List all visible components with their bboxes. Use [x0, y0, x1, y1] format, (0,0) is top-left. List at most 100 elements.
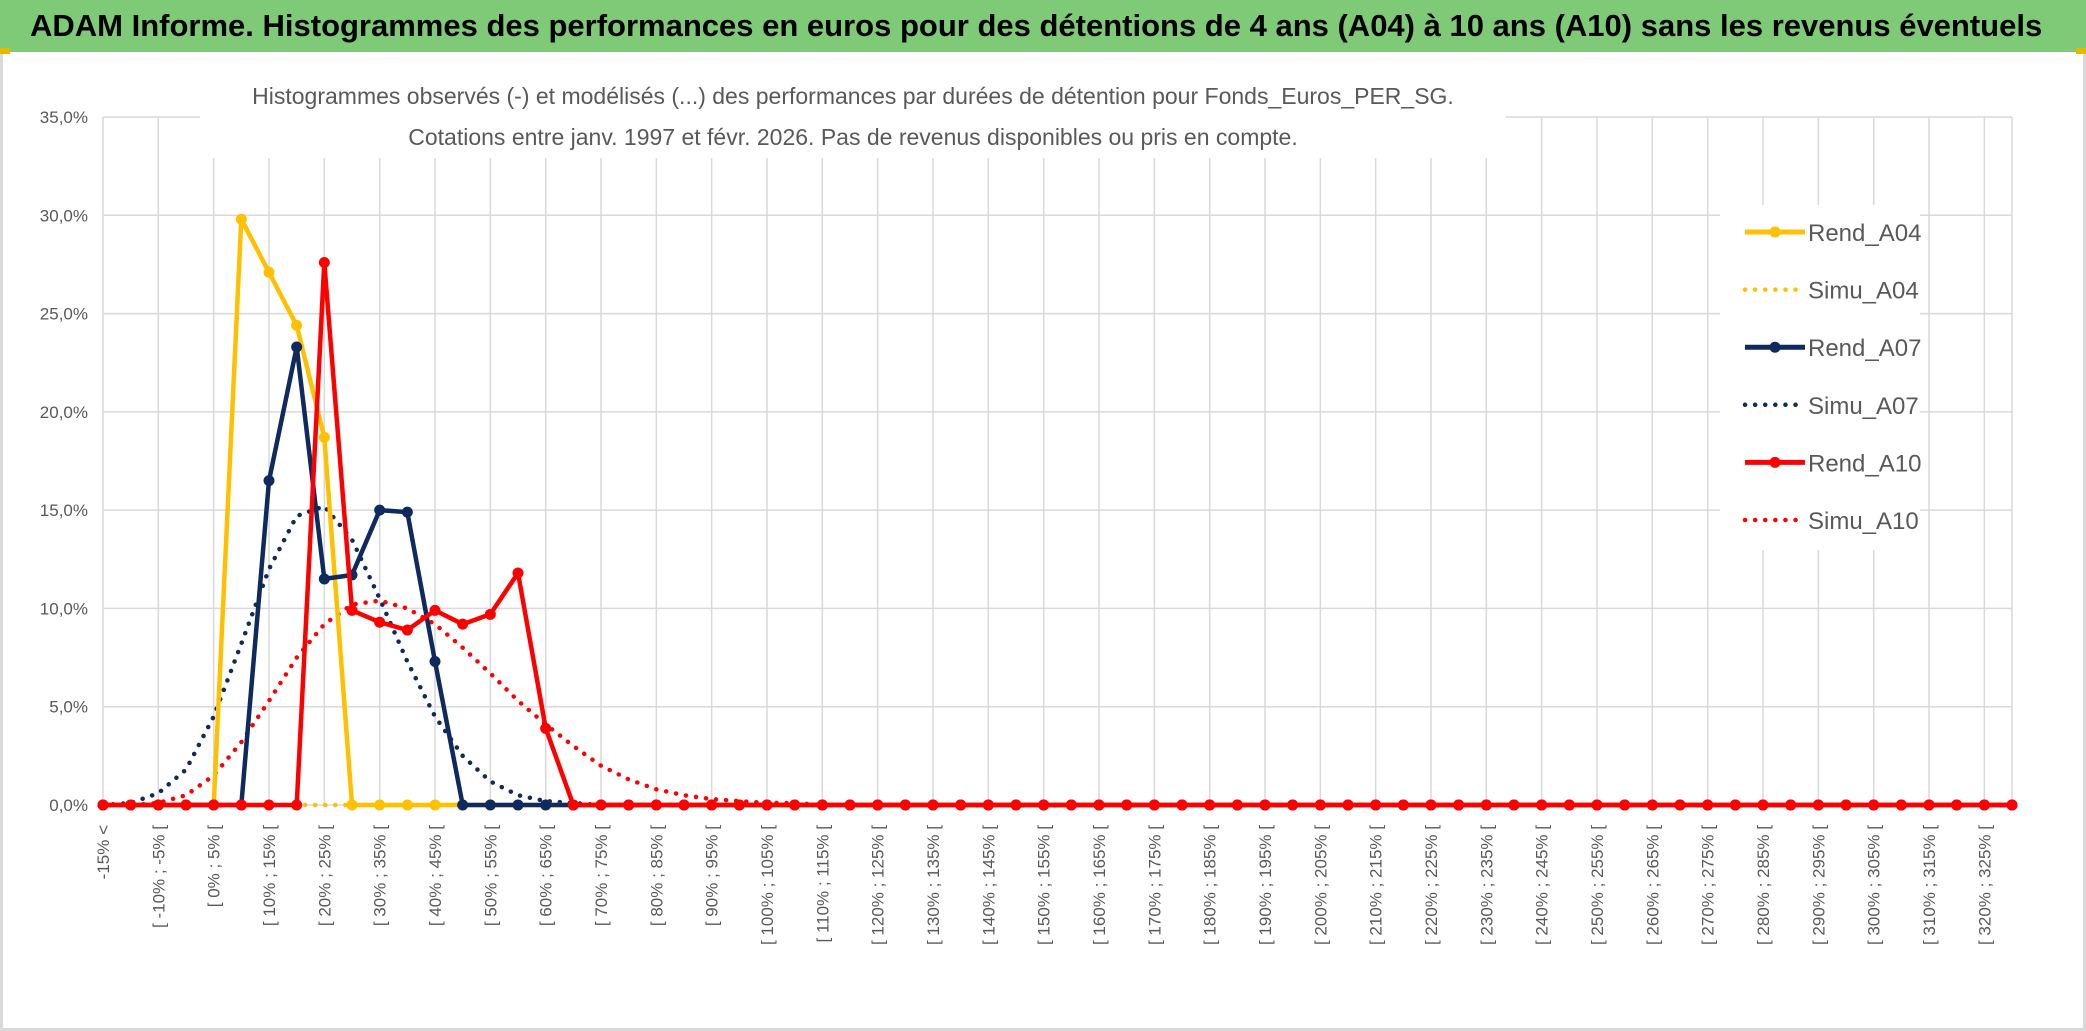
- data-point: [263, 266, 275, 278]
- legend-marker-Rend_A07: [1769, 341, 1781, 353]
- data-point: [816, 799, 828, 811]
- y-tick-label: 20,0%: [40, 403, 88, 422]
- data-point: [595, 799, 607, 811]
- data-point: [1895, 799, 1907, 811]
- x-tick-label: [ 120% ; 125% [: [869, 825, 888, 945]
- data-point: [401, 506, 413, 518]
- data-point: [374, 616, 386, 628]
- data-point: [927, 799, 939, 811]
- x-tick-label: [ 50% ; 55% [: [481, 825, 500, 926]
- legend: Rend_A04 Simu_A04 Rend_A07 Simu_A07 Rend_A10…: [1720, 205, 1921, 550]
- series-line-Rend_A10: [103, 260, 2012, 808]
- x-tick-label: [ 260% ; 265% [: [1643, 825, 1662, 945]
- data-point: [844, 799, 856, 811]
- data-point: [982, 799, 994, 811]
- x-tick-label: [ 160% ; 165% [: [1090, 825, 1109, 945]
- data-point: [263, 475, 275, 487]
- x-tick-label: [ 230% ; 235% [: [1477, 825, 1496, 945]
- data-point: [955, 799, 967, 811]
- x-tick-label: [ 100% ; 105% [: [758, 825, 777, 945]
- data-point: [235, 799, 247, 811]
- legend-marker-Rend_A10: [1769, 456, 1781, 468]
- x-tick-label: [ 240% ; 245% [: [1533, 825, 1552, 945]
- data-point: [1812, 799, 1824, 811]
- data-point: [872, 799, 884, 811]
- series-line-Simu_A07: [100, 503, 2015, 808]
- data-point: [318, 573, 330, 585]
- data-point: [2006, 799, 2018, 811]
- series-markers-Rend_A10: [97, 256, 2018, 811]
- y-tick-label: 10,0%: [40, 599, 88, 618]
- x-tick-label: -15% <: [94, 825, 113, 879]
- gridlines: [102, 116, 2013, 806]
- data-point: [1204, 799, 1216, 811]
- x-tick-label: [ 180% ; 185% [: [1201, 825, 1220, 945]
- data-point: [1978, 799, 1990, 811]
- data-point: [1397, 799, 1409, 811]
- data-point: [1563, 799, 1575, 811]
- data-point: [1923, 799, 1935, 811]
- legend-label-Simu_A04: Simu_A04: [1808, 278, 1919, 305]
- x-tick-label: [ 90% ; 95% [: [703, 825, 722, 926]
- data-point: [346, 799, 358, 811]
- x-tick-label: [ 290% ; 295% [: [1809, 825, 1828, 945]
- x-tick-label: [ 30% ; 35% [: [371, 825, 390, 926]
- x-tick-label: [ 320% ; 325% [: [1975, 825, 1994, 945]
- data-point: [1591, 799, 1603, 811]
- data-point: [125, 799, 137, 811]
- header-bar: ADAM Informe. Histogrammes des performan…: [0, 0, 2086, 52]
- data-point: [291, 799, 303, 811]
- x-tick-label: [ 270% ; 275% [: [1699, 825, 1718, 945]
- data-point: [1425, 799, 1437, 811]
- data-point: [208, 799, 220, 811]
- data-point: [1148, 799, 1160, 811]
- x-axis: -15% < [ -10% ; -5% [[ 0% ; 5% [[ 10% ; 1…: [94, 825, 1994, 945]
- data-point: [761, 799, 773, 811]
- y-tick-label: 5,0%: [49, 698, 88, 717]
- data-point: [1342, 799, 1354, 811]
- legend-label-Rend_A07: Rend_A07: [1808, 335, 1921, 362]
- x-tick-label: [ 140% ; 145% [: [979, 825, 998, 945]
- x-tick-label: [ 170% ; 175% [: [1145, 825, 1164, 945]
- data-point: [180, 799, 192, 811]
- legend-marker-Rend_A04: [1769, 226, 1781, 238]
- legend-label-Rend_A04: Rend_A04: [1808, 220, 1921, 247]
- y-axis: 0,0% 5,0% 10,0% 15,0% 20,0% 25,0% 30,0% 35,0%: [40, 108, 88, 815]
- data-point: [235, 213, 247, 225]
- data-point: [1065, 799, 1077, 811]
- x-tick-label: [ 130% ; 135% [: [924, 825, 943, 945]
- y-tick-label: 15,0%: [40, 501, 88, 520]
- data-point: [650, 799, 662, 811]
- data-point: [1619, 799, 1631, 811]
- page-title: ADAM Informe. Histogrammes des performan…: [30, 8, 2043, 43]
- x-tick-label: [ 70% ; 75% [: [592, 825, 611, 926]
- y-tick-label: 30,0%: [40, 206, 88, 225]
- data-point: [263, 799, 275, 811]
- data-point: [374, 504, 386, 516]
- data-point: [318, 256, 330, 268]
- data-point: [1536, 799, 1548, 811]
- data-point: [789, 799, 801, 811]
- chart-title-background: [200, 76, 1506, 158]
- series-line-Simu_A10: [100, 598, 2015, 808]
- data-point: [1314, 799, 1326, 811]
- data-point: [1508, 799, 1520, 811]
- x-tick-label: [ 280% ; 285% [: [1754, 825, 1773, 945]
- data-point: [291, 319, 303, 331]
- data-point: [1868, 799, 1880, 811]
- data-point: [540, 722, 552, 734]
- data-point: [706, 799, 718, 811]
- x-tick-label: [ 80% ; 85% [: [647, 825, 666, 926]
- data-point: [733, 799, 745, 811]
- y-tick-label: 35,0%: [40, 108, 88, 127]
- data-point: [1121, 799, 1133, 811]
- data-point: [318, 431, 330, 443]
- data-point: [457, 618, 469, 630]
- data-point: [429, 799, 441, 811]
- corner-accent-left: [0, 48, 10, 54]
- data-point: [1370, 799, 1382, 811]
- data-point: [1785, 799, 1797, 811]
- y-tick-label: 0,0%: [49, 796, 88, 815]
- x-tick-label: [ 250% ; 255% [: [1588, 825, 1607, 945]
- data-point: [1259, 799, 1271, 811]
